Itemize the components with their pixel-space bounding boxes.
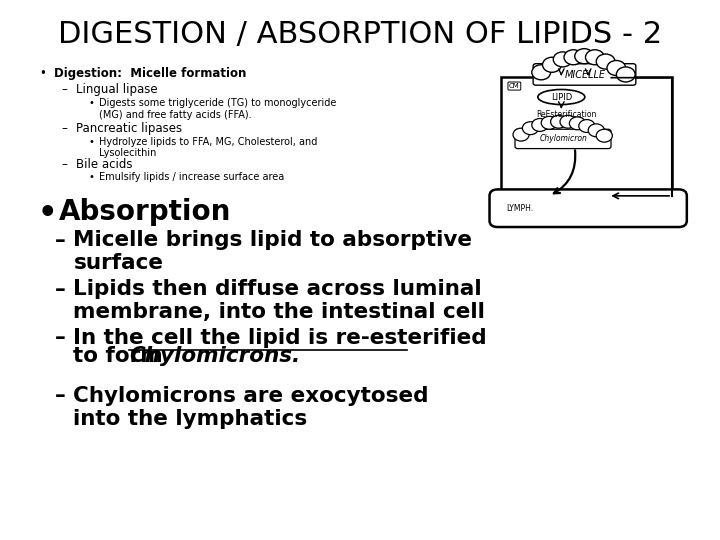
Text: Digests some triglyceride (TG) to monoglyceride
(MG) and free fatty acids (FFA).: Digests some triglyceride (TG) to monogl…	[99, 98, 336, 120]
Circle shape	[596, 129, 612, 142]
Text: Hydrolyze lipids to FFA, MG, Cholesterol, and
Lysolecithin: Hydrolyze lipids to FFA, MG, Cholesterol…	[99, 137, 318, 158]
Text: Lipids then diffuse across luminal
membrane, into the intestinal cell: Lipids then diffuse across luminal membr…	[73, 279, 485, 322]
Text: •: •	[89, 137, 94, 147]
Circle shape	[551, 115, 567, 128]
Text: Pancreatic lipases: Pancreatic lipases	[76, 122, 182, 134]
Text: Chylomicron: Chylomicron	[539, 134, 588, 144]
FancyBboxPatch shape	[533, 64, 636, 85]
Text: –: –	[55, 280, 66, 300]
Circle shape	[523, 122, 539, 134]
Text: Emulsify lipids / increase surface area: Emulsify lipids / increase surface area	[99, 172, 284, 181]
Circle shape	[616, 67, 635, 82]
Text: Lingual lipase: Lingual lipase	[76, 83, 158, 96]
Circle shape	[564, 50, 582, 65]
Text: •: •	[89, 172, 94, 181]
FancyBboxPatch shape	[515, 129, 611, 149]
Text: –: –	[55, 328, 66, 348]
Ellipse shape	[538, 90, 585, 105]
FancyBboxPatch shape	[490, 190, 687, 227]
Text: •: •	[89, 98, 94, 108]
Text: to form: to form	[73, 346, 171, 366]
Text: MICELLE: MICELLE	[564, 70, 606, 80]
Circle shape	[513, 128, 529, 141]
Text: Chylomicrons are exocytosed
into the lymphatics: Chylomicrons are exocytosed into the lym…	[73, 386, 429, 429]
Text: –: –	[61, 158, 67, 171]
Text: Micelle brings lipid to absorptive
surface: Micelle brings lipid to absorptive surfa…	[73, 230, 472, 273]
Circle shape	[596, 54, 615, 69]
Circle shape	[575, 49, 593, 64]
Text: LYMPH.: LYMPH.	[506, 204, 534, 213]
Circle shape	[560, 115, 576, 128]
Text: LIPID: LIPID	[551, 92, 572, 102]
Text: Absorption: Absorption	[59, 198, 232, 226]
Text: –: –	[61, 122, 67, 134]
Circle shape	[588, 124, 604, 137]
Text: ReEsterification: ReEsterification	[536, 110, 597, 119]
FancyBboxPatch shape	[501, 77, 672, 198]
Circle shape	[570, 117, 585, 130]
Text: DIGESTION / ABSORPTION OF LIPIDS - 2: DIGESTION / ABSORPTION OF LIPIDS - 2	[58, 20, 662, 49]
Circle shape	[585, 50, 604, 65]
Text: Chylomicrons.: Chylomicrons.	[129, 346, 300, 366]
Circle shape	[543, 57, 562, 72]
Circle shape	[579, 119, 595, 132]
Circle shape	[541, 116, 557, 129]
Text: Bile acids: Bile acids	[76, 158, 132, 171]
Text: In the cell the lipid is re-esterified: In the cell the lipid is re-esterified	[73, 328, 487, 348]
Text: –: –	[55, 231, 66, 251]
Text: •: •	[38, 199, 58, 228]
Text: CM: CM	[509, 83, 520, 89]
Circle shape	[532, 118, 548, 131]
Text: •: •	[39, 67, 46, 80]
Circle shape	[553, 52, 572, 67]
Text: Digestion:  Micelle formation: Digestion: Micelle formation	[54, 67, 246, 80]
Circle shape	[607, 60, 626, 76]
Circle shape	[532, 65, 551, 80]
Text: –: –	[61, 83, 67, 96]
Text: –: –	[55, 386, 66, 406]
